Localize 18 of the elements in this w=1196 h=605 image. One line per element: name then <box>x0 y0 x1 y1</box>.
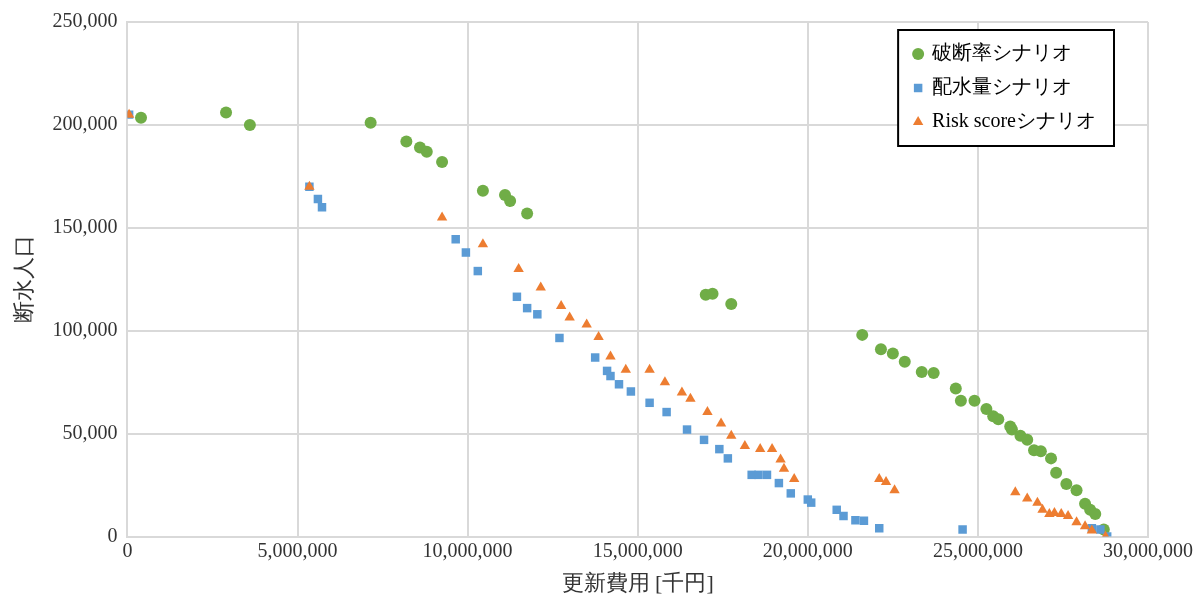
legend-label: 破断率シナリオ <box>931 41 1073 64</box>
x-tick-label: 10,000,000 <box>422 538 513 561</box>
y-tick-label: 100,000 <box>52 318 118 341</box>
x-tick-label: 30,000,000 <box>1103 538 1193 561</box>
x-tick-label: 15,000,000 <box>592 538 683 561</box>
x-tick-label: 20,000,000 <box>762 538 853 561</box>
y-tick-label: 150,000 <box>52 215 118 238</box>
y-tick-label: 0 <box>107 523 118 546</box>
y-tick-label: 50,000 <box>62 420 118 443</box>
legend-label: Risk scoreシナリオ <box>932 109 1097 132</box>
y-axis-title: 断水人口 <box>10 235 36 324</box>
x-axis-title: 更新費用 [千円] <box>561 569 714 595</box>
y-tick-label: 250,000 <box>52 9 118 32</box>
x-tick-label: 0 <box>122 538 133 561</box>
y-tick-label: 200,000 <box>52 112 118 135</box>
legend-label: 配水量シナリオ <box>932 75 1073 98</box>
x-tick-label: 25,000,000 <box>932 538 1023 561</box>
x-tick-label: 5,000,000 <box>257 538 338 561</box>
